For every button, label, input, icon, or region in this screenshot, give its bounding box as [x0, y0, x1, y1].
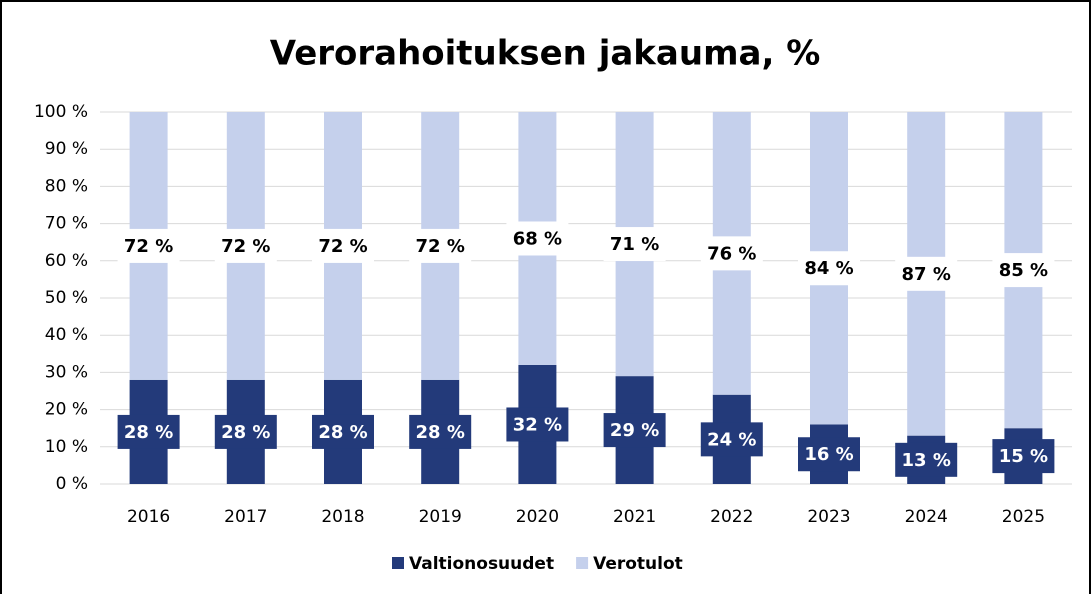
- legend-swatch: [392, 557, 404, 569]
- data-label: 72 %: [318, 236, 367, 257]
- data-label: 16 %: [804, 444, 853, 465]
- x-tick-label: 2020: [516, 507, 559, 527]
- data-label: 32 %: [513, 414, 562, 435]
- data-label-box: [895, 256, 958, 291]
- x-tick-label: 2019: [419, 507, 462, 527]
- legend-label: Valtionosuudet: [409, 554, 554, 574]
- x-tick-label: 2016: [127, 507, 170, 527]
- data-label: 28 %: [416, 422, 465, 443]
- data-label-box: [700, 236, 763, 271]
- data-label: 84 %: [804, 258, 853, 279]
- data-label-box: [603, 227, 666, 262]
- y-tick-label: 100 %: [34, 102, 88, 122]
- y-tick-label: 80 %: [45, 176, 88, 196]
- y-tick-label: 0 %: [56, 474, 88, 494]
- data-label: 13 %: [902, 450, 951, 471]
- data-label: 72 %: [124, 236, 173, 257]
- data-label-box: [700, 422, 763, 457]
- x-tick-label: 2018: [321, 507, 364, 527]
- y-tick-label: 30 %: [45, 362, 88, 382]
- data-label-box: [312, 414, 374, 449]
- data-label-box: [798, 251, 860, 286]
- data-label: 87 %: [902, 264, 951, 285]
- data-label: 85 %: [999, 260, 1048, 281]
- data-label-box: [603, 413, 666, 448]
- y-tick-label: 60 %: [45, 251, 88, 271]
- y-tick-label: 50 %: [45, 288, 88, 308]
- x-tick-label: 2017: [224, 507, 267, 527]
- y-tick-label: 20 %: [45, 400, 88, 420]
- data-label-box: [409, 228, 472, 263]
- data-label: 28 %: [221, 422, 270, 443]
- data-label: 76 %: [707, 243, 756, 264]
- y-tick-label: 40 %: [45, 325, 88, 345]
- data-label: 28 %: [124, 422, 173, 443]
- data-label-box: [214, 414, 277, 449]
- data-label-box: [992, 439, 1055, 474]
- y-tick-label: 70 %: [45, 214, 88, 234]
- legend-swatch: [576, 557, 589, 569]
- data-label-box: [409, 414, 472, 449]
- x-tick-label: 2022: [710, 507, 753, 527]
- chart-title: Verorahoituksen jakauma, %: [270, 34, 821, 74]
- data-label: 24 %: [707, 429, 756, 450]
- x-tick-label: 2023: [807, 507, 850, 527]
- data-label-box: [312, 228, 374, 263]
- x-tick-label: 2024: [905, 507, 948, 527]
- data-label: 29 %: [610, 420, 659, 441]
- data-label: 72 %: [221, 236, 270, 257]
- data-label-box: [506, 407, 569, 442]
- data-label-box: [117, 228, 180, 263]
- data-label: 71 %: [610, 234, 659, 255]
- data-label-box: [214, 228, 277, 263]
- data-label: 15 %: [999, 446, 1048, 467]
- data-label: 28 %: [318, 422, 367, 443]
- data-label: 68 %: [513, 228, 562, 249]
- data-label-box: [992, 253, 1055, 288]
- x-tick-label: 2025: [1002, 507, 1045, 527]
- data-label-box: [117, 414, 180, 449]
- data-label-box: [798, 437, 860, 472]
- data-label-box: [895, 442, 958, 477]
- data-label-box: [506, 221, 569, 256]
- y-tick-label: 90 %: [45, 139, 88, 159]
- data-label: 72 %: [416, 236, 465, 257]
- x-tick-label: 2021: [613, 507, 656, 527]
- legend-label: Verotulot: [593, 554, 683, 574]
- y-tick-label: 10 %: [45, 437, 88, 457]
